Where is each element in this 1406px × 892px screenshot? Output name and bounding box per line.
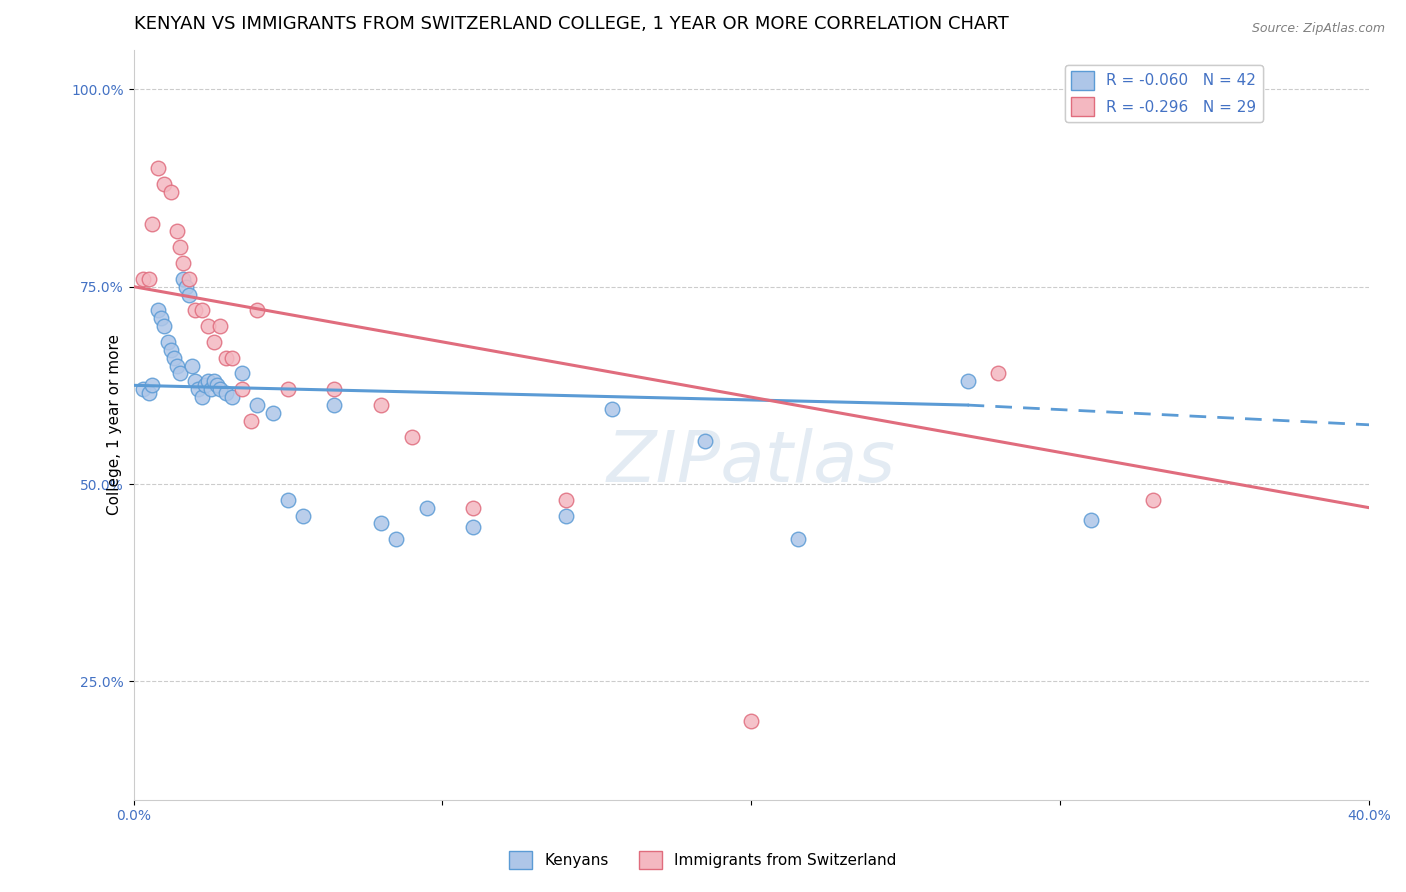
Point (693, 434, 716, 448)
Point (1142, 492, 1164, 507)
Point (555, 492, 578, 507)
Point (166, 359, 188, 373)
Point (153, 177, 176, 191)
Point (159, 343, 181, 357)
Point (463, 500, 485, 515)
Point (370, 516, 392, 531)
Point (370, 398, 392, 412)
Point (277, 492, 299, 507)
Point (172, 272, 194, 286)
Point (159, 185, 181, 199)
Text: Source: ZipAtlas.com: Source: ZipAtlas.com (1251, 22, 1385, 36)
Point (148, 161, 170, 176)
Point (169, 240, 191, 254)
Point (141, 378, 163, 392)
Point (215, 351, 238, 365)
Point (262, 406, 284, 420)
Point (221, 351, 243, 365)
Point (215, 386, 238, 401)
Point (197, 375, 219, 389)
Point (153, 319, 176, 334)
Point (179, 272, 201, 286)
Point (148, 303, 170, 318)
Y-axis label: College, 1 year or more: College, 1 year or more (107, 334, 122, 516)
Point (163, 351, 186, 365)
Point (184, 303, 207, 318)
Point (246, 398, 269, 412)
Point (138, 272, 160, 286)
Point (174, 279, 197, 293)
Point (231, 382, 253, 396)
Point (187, 382, 209, 396)
Point (385, 533, 408, 547)
Point (202, 375, 225, 389)
Point (181, 359, 204, 373)
Point (1080, 512, 1102, 526)
Point (323, 382, 346, 396)
Point (416, 500, 439, 515)
Point (740, 714, 762, 728)
Point (166, 224, 188, 238)
Point (156, 334, 179, 349)
Text: ZIPatlas: ZIPatlas (607, 428, 896, 497)
Point (205, 378, 228, 392)
Point (292, 508, 315, 523)
Point (786, 533, 808, 547)
Point (179, 287, 201, 301)
Point (987, 367, 1010, 381)
Point (239, 414, 262, 428)
Point (602, 402, 624, 417)
Point (172, 256, 194, 270)
Point (190, 303, 212, 318)
Point (138, 386, 160, 401)
Point (956, 375, 979, 389)
Point (190, 390, 212, 404)
Point (463, 520, 485, 534)
Legend: R = -0.060   N = 42, R = -0.296   N = 29: R = -0.060 N = 42, R = -0.296 N = 29 (1066, 65, 1263, 122)
Point (184, 375, 207, 389)
Point (141, 217, 163, 231)
Point (150, 311, 173, 326)
Point (555, 508, 578, 523)
Text: KENYAN VS IMMIGRANTS FROM SWITZERLAND COLLEGE, 1 YEAR OR MORE CORRELATION CHART: KENYAN VS IMMIGRANTS FROM SWITZERLAND CO… (134, 15, 1008, 33)
Point (169, 367, 191, 381)
Point (246, 303, 269, 318)
Legend: Kenyans, Immigrants from Switzerland: Kenyans, Immigrants from Switzerland (503, 845, 903, 875)
Point (209, 319, 232, 334)
Point (277, 382, 299, 396)
Point (197, 319, 219, 334)
Point (194, 378, 217, 392)
Point (323, 398, 346, 412)
Point (221, 390, 243, 404)
Point (200, 382, 222, 396)
Point (202, 334, 225, 349)
Point (231, 367, 253, 381)
Point (132, 382, 155, 396)
Point (132, 272, 155, 286)
Point (209, 382, 232, 396)
Point (401, 430, 423, 444)
